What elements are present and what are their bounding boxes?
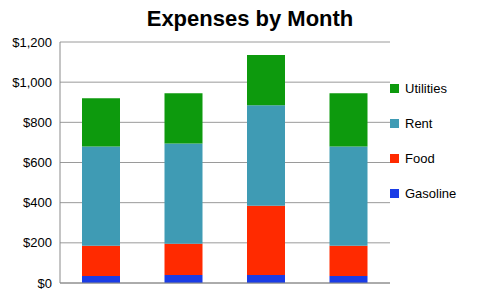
html-text:Expenses by Month: Expenses by Month bbox=[146, 6, 354, 31]
svg-text:$200: $200 bbox=[23, 235, 52, 250]
html-text:Utilities: Utilities bbox=[405, 80, 447, 96]
svg-text:$1,200: $1,200 bbox=[12, 35, 52, 50]
svg-text:$0: $0 bbox=[38, 276, 52, 291]
svg-text:$1,000: $1,000 bbox=[12, 75, 52, 90]
svg-text:$400: $400 bbox=[23, 195, 52, 210]
html-text:Rent: Rent bbox=[405, 115, 433, 131]
svg-text:$800: $800 bbox=[23, 115, 52, 130]
svg-text:$600: $600 bbox=[23, 155, 52, 170]
html-text:Gasoline: Gasoline bbox=[405, 185, 457, 201]
html-text:Food: Food bbox=[405, 150, 435, 166]
